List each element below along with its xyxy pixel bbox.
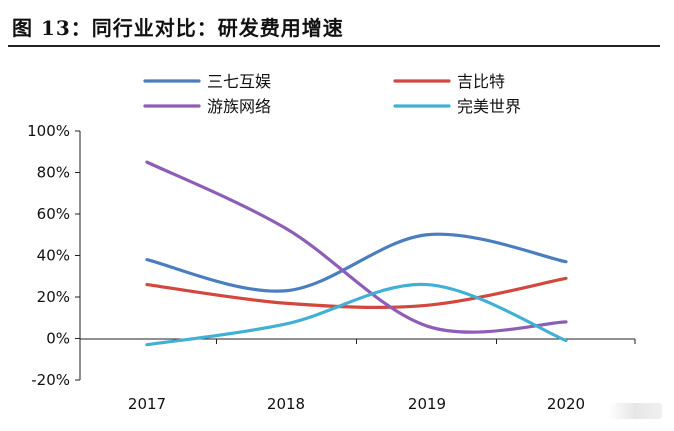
y-tick-label: 60% — [37, 205, 70, 223]
y-tick-label: 100% — [27, 122, 70, 140]
legend-label: 吉比特 — [457, 72, 505, 91]
x-tick-label: 2019 — [408, 395, 446, 413]
series-line-2 — [145, 276, 568, 309]
legend-label: 完美世界 — [457, 97, 521, 116]
y-tick-label: 80% — [37, 164, 70, 182]
series-line-4 — [145, 282, 568, 347]
x-tick-label: 2017 — [128, 395, 166, 413]
legend-label: 三七互娱 — [207, 72, 271, 91]
title-divider — [8, 45, 660, 47]
x-tick-label: 2020 — [547, 395, 585, 413]
title-bar: 图 13：同行业对比：研发费用增速 — [8, 8, 666, 44]
series-line-1 — [145, 232, 568, 293]
y-tick-label: 0% — [46, 330, 70, 348]
y-tick-label: -20% — [31, 371, 70, 389]
x-tick-label: 2018 — [267, 395, 305, 413]
legend-label: 游族网络 — [207, 97, 271, 116]
series-line-3 — [145, 160, 568, 334]
y-tick-label: 40% — [37, 247, 70, 265]
watermark-blur — [608, 403, 662, 419]
page-title: 图 13：同行业对比：研发费用增速 — [12, 16, 344, 40]
y-tick-label: 20% — [37, 288, 70, 306]
